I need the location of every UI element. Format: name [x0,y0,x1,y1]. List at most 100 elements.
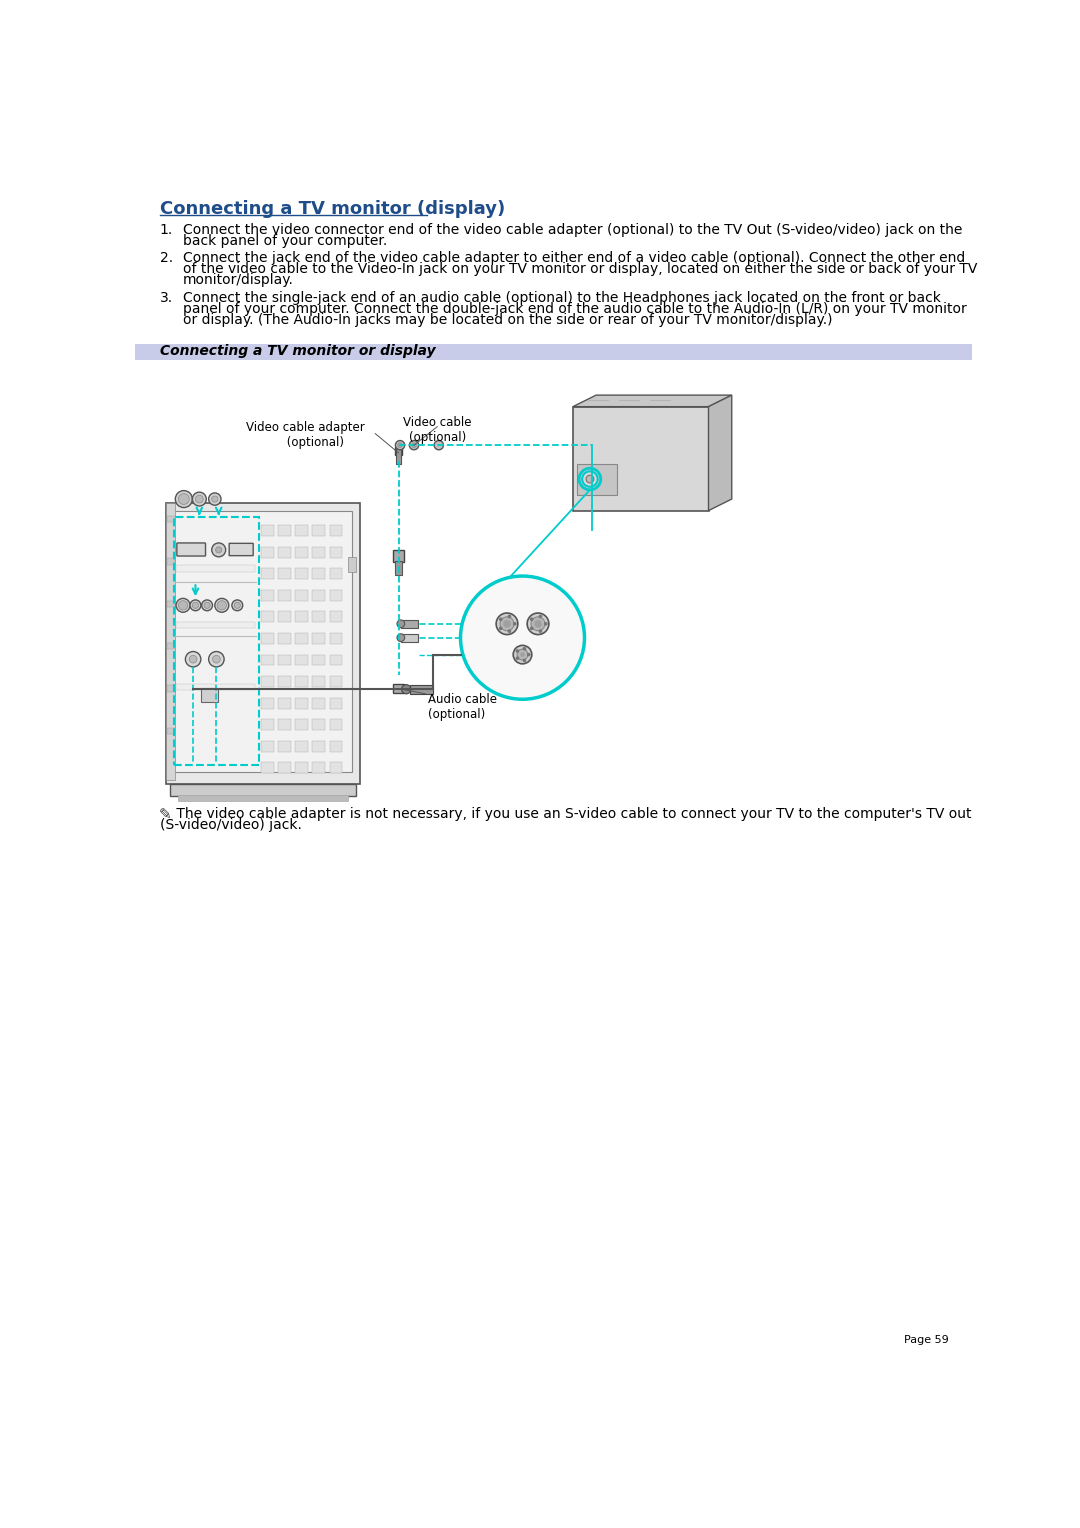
Bar [312,526,325,536]
Bar [312,698,325,709]
Circle shape [202,601,213,611]
Circle shape [397,634,405,642]
Text: 3.: 3. [160,292,173,306]
Bar [279,633,291,643]
Bar [279,698,291,709]
Circle shape [531,617,545,631]
Circle shape [234,602,241,608]
Bar [577,465,618,495]
Bar [279,568,291,579]
Bar [279,654,291,665]
Circle shape [517,649,528,660]
Text: 1.: 1. [160,223,173,237]
Circle shape [175,490,192,507]
Circle shape [208,494,221,506]
Circle shape [434,440,444,449]
Bar [329,654,342,665]
FancyBboxPatch shape [229,544,253,556]
Circle shape [178,494,189,504]
Bar [261,547,273,558]
Bar [312,547,325,558]
Bar [279,741,291,752]
Bar [261,762,273,773]
Bar [170,784,356,796]
Circle shape [521,652,525,657]
Circle shape [516,657,518,660]
Bar [166,503,360,784]
Bar [261,720,273,730]
Circle shape [516,649,518,652]
Circle shape [530,626,532,630]
Text: of the video cable to the Video-In jack on your TV monitor or display, located o: of the video cable to the Video-In jack … [183,261,977,277]
Circle shape [212,542,226,556]
Circle shape [411,443,416,448]
Circle shape [402,685,410,694]
Bar [296,698,308,709]
Bar [296,741,308,752]
Bar [279,720,291,730]
Text: The video cable adapter is not necessary, if you use an S-video cable to connect: The video cable adapter is not necessary… [172,807,972,821]
Circle shape [527,654,530,656]
Circle shape [190,601,201,611]
Circle shape [496,613,517,634]
Text: monitor/display.: monitor/display. [183,272,294,287]
Bar [296,654,308,665]
Bar [296,762,308,773]
Bar [329,762,342,773]
Bar [329,720,342,730]
Bar [329,568,342,579]
Bar [261,611,273,622]
Bar [261,526,273,536]
Text: (S-video/video) jack.: (S-video/video) jack. [160,817,301,831]
Bar [279,547,291,558]
Text: Audio cable
(optional): Audio cable (optional) [428,694,497,721]
Circle shape [460,576,584,700]
Text: back panel of your computer.: back panel of your computer. [183,234,388,248]
Circle shape [539,630,541,633]
Bar [393,685,404,694]
Bar [410,685,433,694]
Bar [329,741,342,752]
Text: Connecting a TV monitor or display: Connecting a TV monitor or display [160,344,435,358]
Bar [296,720,308,730]
Text: ✎: ✎ [159,807,171,822]
Bar [296,547,308,558]
Bar [177,795,348,801]
Circle shape [509,630,511,633]
Circle shape [189,656,197,663]
Circle shape [232,601,243,611]
Bar [201,688,218,701]
Bar [312,741,325,752]
Bar [166,516,175,523]
Bar [279,762,291,773]
Circle shape [523,648,526,649]
Text: Video cable
(optional): Video cable (optional) [403,416,472,445]
Circle shape [500,626,502,630]
Bar [279,590,291,601]
Circle shape [586,475,594,483]
Circle shape [216,547,221,553]
Bar [172,510,352,773]
Circle shape [530,619,532,620]
Bar [296,526,308,536]
Polygon shape [708,396,732,510]
Text: Video cable adapter
     (optional): Video cable adapter (optional) [246,420,365,449]
Text: panel of your computer. Connect the double-jack end of the audio cable to the Au: panel of your computer. Connect the doub… [183,303,967,316]
Bar [329,633,342,643]
Circle shape [397,620,405,628]
Bar [296,611,308,622]
Circle shape [523,659,526,662]
Circle shape [186,651,201,666]
Bar [329,590,342,601]
Bar [312,633,325,643]
Circle shape [176,599,190,613]
Bar [312,720,325,730]
Circle shape [208,651,225,666]
Bar [394,448,403,455]
Text: Connect the single-jack end of an audio cable (optional) to the Headphones jack : Connect the single-jack end of an audio … [183,292,941,306]
Circle shape [215,599,229,613]
Text: 2.: 2. [160,251,173,266]
Bar [296,590,308,601]
Bar [312,677,325,688]
Bar [393,550,404,562]
